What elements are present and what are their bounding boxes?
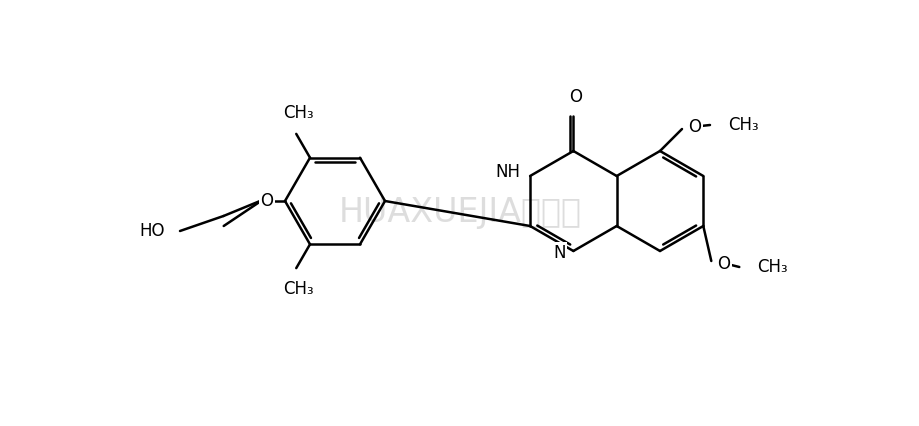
Text: O: O (687, 118, 700, 136)
Text: CH₃: CH₃ (727, 116, 758, 134)
Text: CH₃: CH₃ (283, 280, 313, 298)
Text: N: N (552, 244, 565, 262)
Text: CH₃: CH₃ (756, 258, 787, 276)
Text: HUAXUEJIA化学加: HUAXUEJIA化学加 (338, 196, 581, 230)
Text: O: O (260, 192, 273, 210)
Text: HO: HO (140, 222, 165, 240)
Text: O: O (568, 88, 581, 106)
Text: O: O (717, 255, 730, 273)
Text: CH₃: CH₃ (283, 104, 313, 122)
Text: NH: NH (494, 163, 519, 181)
